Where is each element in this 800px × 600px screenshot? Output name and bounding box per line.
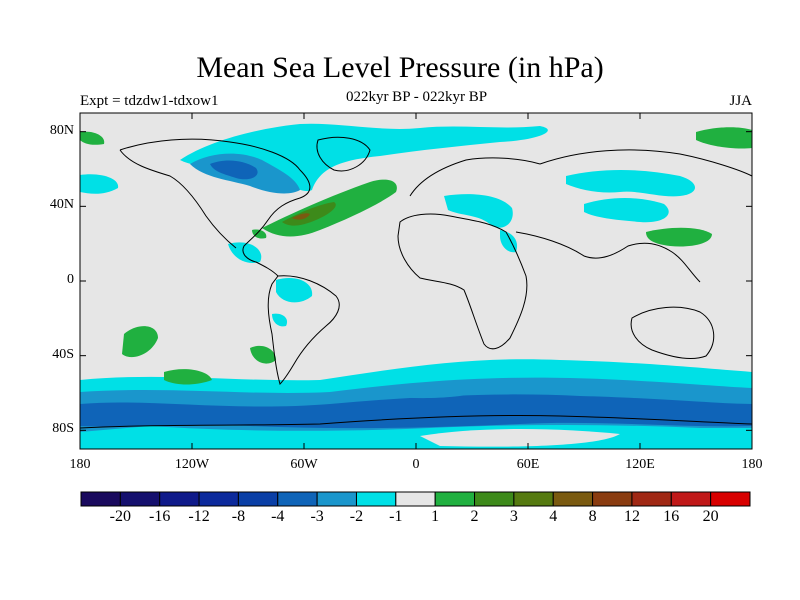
caribbean-green xyxy=(252,229,267,239)
colorbar-label: -20 xyxy=(109,508,131,525)
colorbar-label: -16 xyxy=(149,508,171,525)
indian-ocean-cyan-patch xyxy=(386,385,480,399)
mexico-cyan xyxy=(228,242,262,264)
antarctic-grey xyxy=(420,429,620,447)
chile-green xyxy=(250,345,276,364)
chart-title: Mean Sea Level Pressure (in hPa) xyxy=(196,51,604,84)
x-tick-label: 60E xyxy=(516,457,540,472)
antarctic-cyan-fill xyxy=(80,425,752,449)
x-tick-label: 180 xyxy=(69,457,91,472)
x-tick-label: 120W xyxy=(174,457,210,472)
colorbar-label: 2 xyxy=(470,508,479,525)
y-tick-label: 80S xyxy=(52,421,74,437)
canada-dark-blue xyxy=(210,160,258,180)
x-tick-label: 120E xyxy=(625,457,655,472)
siberia-green xyxy=(696,127,752,149)
mediterranean-cyan xyxy=(444,194,513,228)
asia-cyan xyxy=(566,170,695,197)
colorbar-label: 8 xyxy=(588,508,597,525)
colorbar-label: -3 xyxy=(310,508,324,525)
colorbar-label: 16 xyxy=(663,508,680,525)
south-america-cyan xyxy=(276,277,313,303)
colorbar-label: 12 xyxy=(623,508,640,525)
mideast-cyan xyxy=(500,230,518,253)
y-tick-label: 40N xyxy=(49,197,74,213)
pacific-green xyxy=(646,227,712,247)
colorbar-label: -4 xyxy=(271,508,285,525)
subtitle: 022kyr BP - 022kyr BP xyxy=(345,89,488,105)
southern-dark-blue-band xyxy=(80,394,752,429)
colorbar-label: -8 xyxy=(231,508,246,525)
y-tick-label: 0 xyxy=(67,272,74,287)
colorbar-label: 20 xyxy=(702,508,719,525)
colorbar-label: 4 xyxy=(549,508,558,525)
x-tick-label: 60W xyxy=(290,457,318,472)
experiment-label: Expt = tdzdw1-tdxow1 xyxy=(80,93,219,109)
north-pacific-cyan xyxy=(80,174,119,194)
x-tick-label: 180 xyxy=(741,457,763,472)
colorbar-label: -12 xyxy=(188,508,210,525)
colorbar-label: 3 xyxy=(509,508,518,525)
colorbar-label: -1 xyxy=(389,508,403,525)
southeast-pacific-green xyxy=(164,369,212,385)
colorbar-label: 1 xyxy=(431,508,440,525)
east-asia-cyan xyxy=(584,198,669,223)
coastlines xyxy=(79,136,753,429)
axis-ticks xyxy=(79,113,753,449)
peru-cyan xyxy=(272,313,288,327)
season-label: JJA xyxy=(729,93,752,109)
x-tick-label: 0 xyxy=(412,457,420,472)
atlantic-brown xyxy=(292,213,310,220)
colorbar-label: -2 xyxy=(349,508,364,525)
y-tick-label: 80N xyxy=(49,122,74,138)
y-tick-label: 40S xyxy=(52,346,74,362)
nordic-green xyxy=(80,131,105,145)
south-pacific-green xyxy=(122,326,158,358)
